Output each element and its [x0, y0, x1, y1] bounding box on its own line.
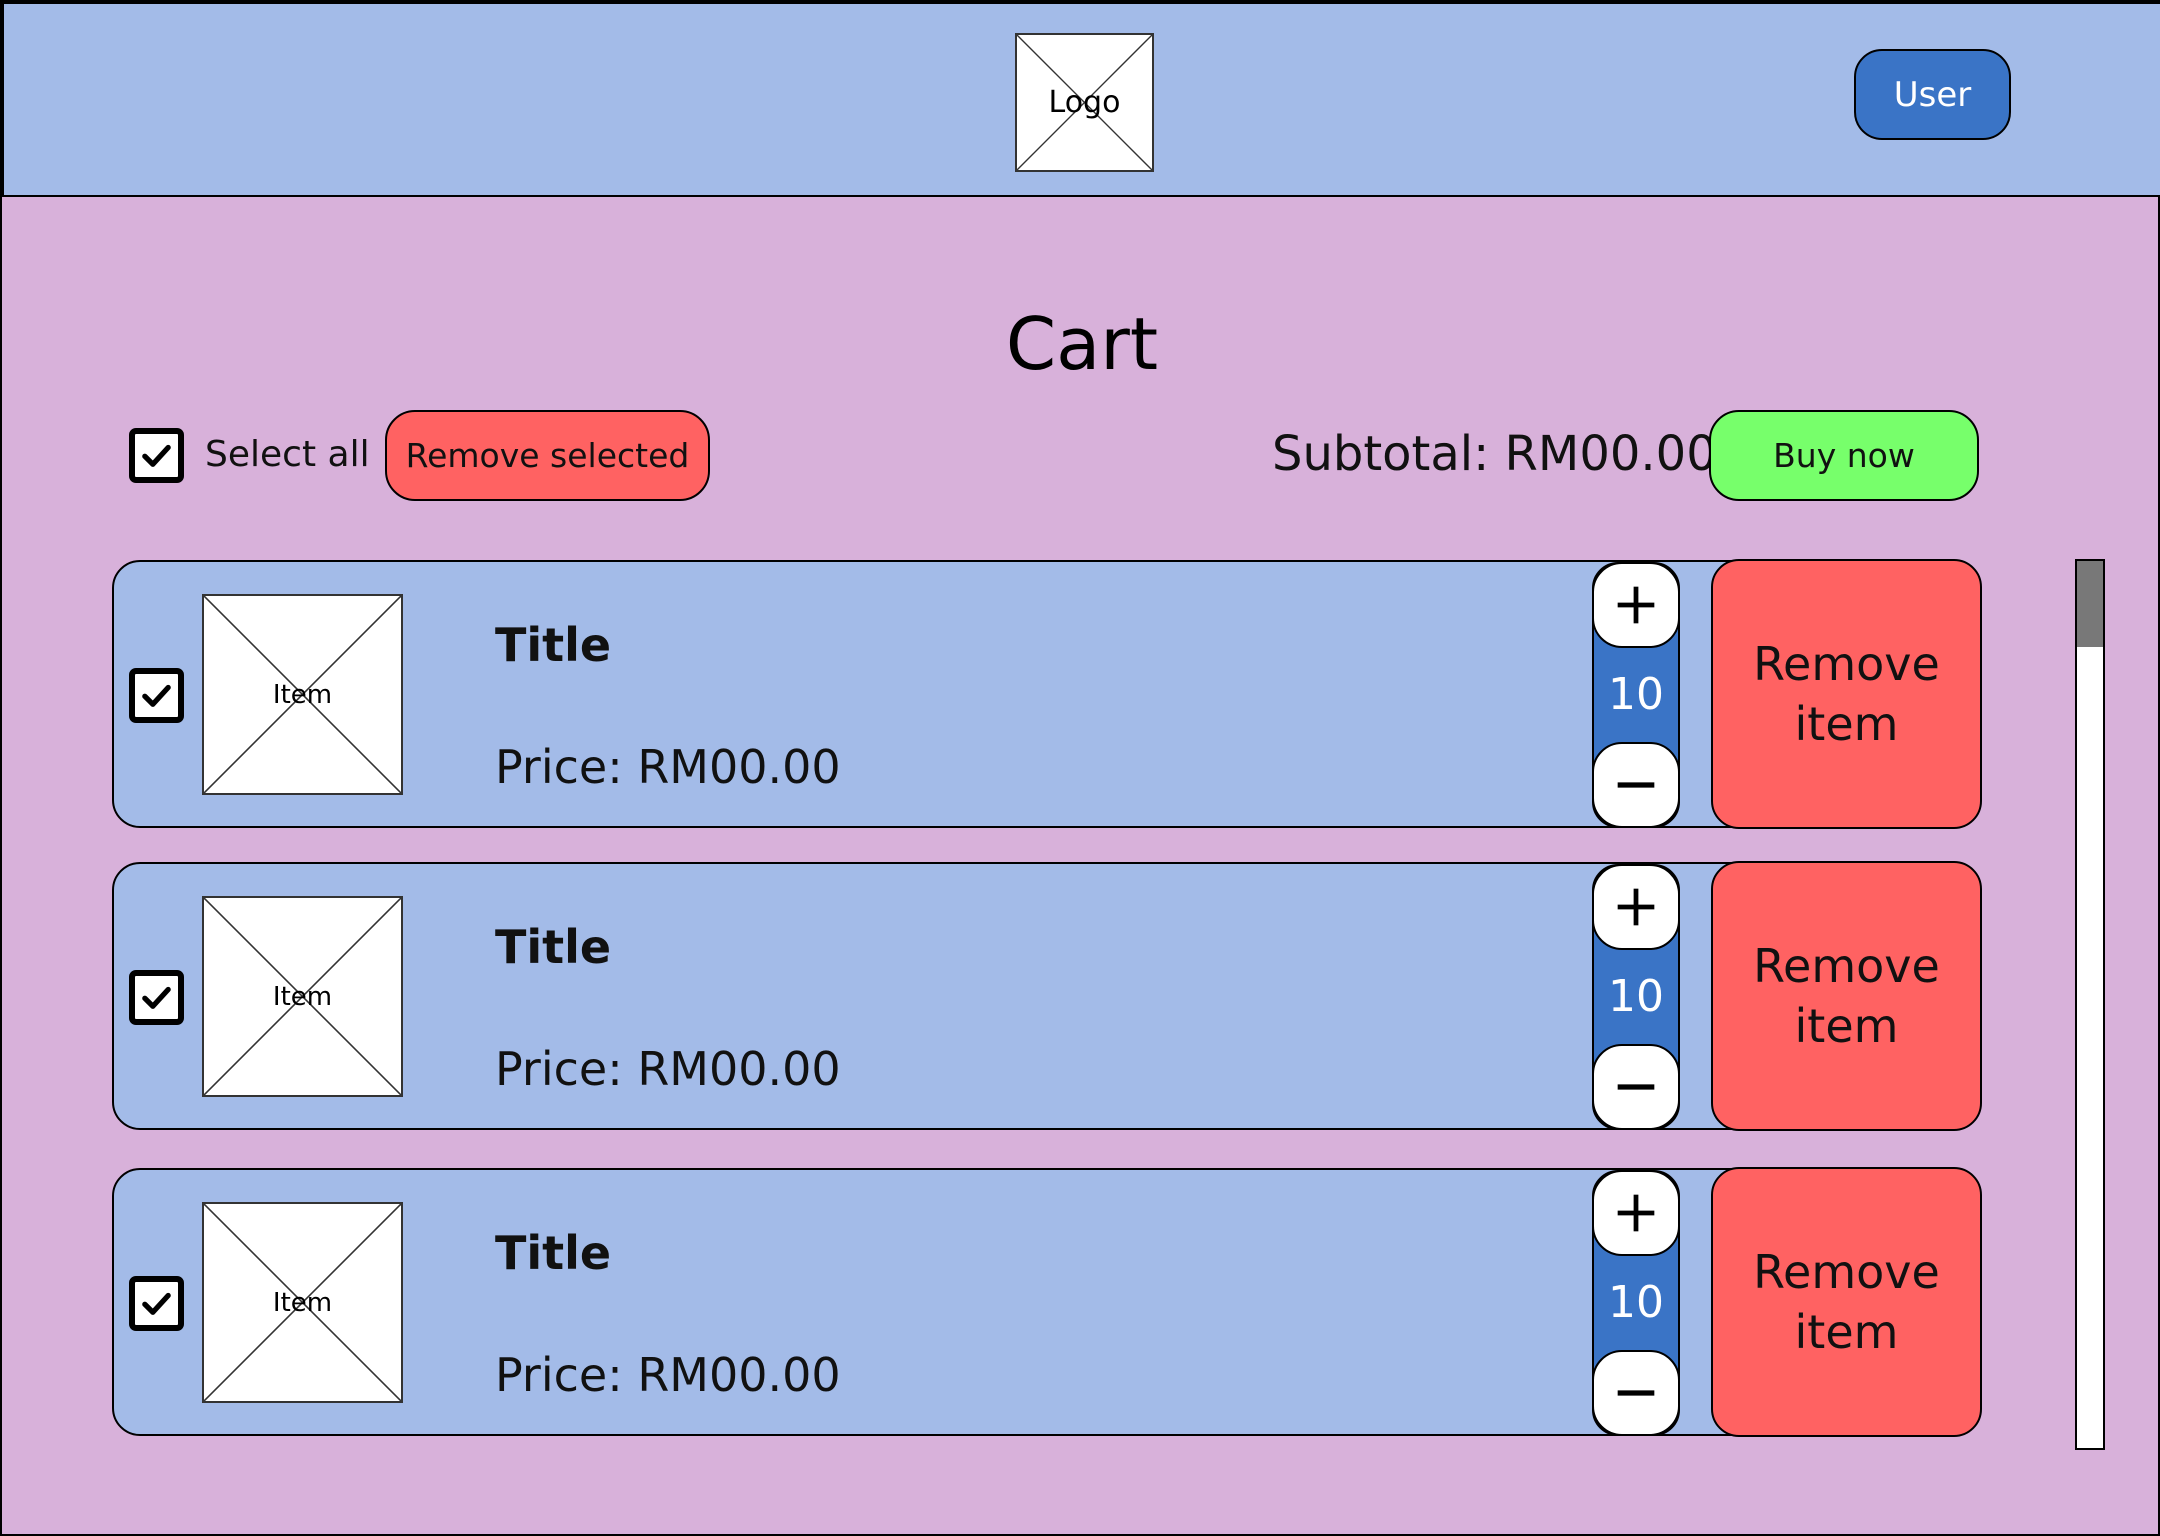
decrease-quantity-button[interactable]: [1592, 1350, 1680, 1436]
remove-item-button[interactable]: Remove item: [1711, 559, 1982, 829]
quantity-value[interactable]: 10: [1608, 1277, 1664, 1328]
image-placeholder-icon: [1017, 35, 1152, 170]
item-image: Item: [202, 896, 403, 1097]
minus-icon: [1617, 782, 1655, 788]
check-icon: [142, 444, 171, 467]
plus-icon: [1617, 888, 1655, 926]
quantity-stepper: 10: [1592, 864, 1680, 1130]
remove-item-button[interactable]: Remove item: [1711, 1167, 1982, 1437]
minus-icon: [1617, 1390, 1655, 1396]
check-icon: [142, 684, 171, 707]
logo[interactable]: Logo: [1015, 33, 1154, 172]
increase-quantity-button[interactable]: [1592, 1170, 1680, 1256]
buy-now-button[interactable]: Buy now: [1709, 410, 1979, 501]
check-icon: [142, 986, 171, 1009]
item-image-label: Item: [272, 1287, 333, 1318]
page-title: Cart: [1005, 302, 1159, 386]
select-all-checkbox[interactable]: [129, 428, 184, 483]
cart-item-row: Item Title Price: RM00.00 10 Remove item: [112, 1167, 1982, 1437]
cart-item-row: Item Title Price: RM00.00 10 Remove item: [112, 559, 1982, 829]
increase-quantity-button[interactable]: [1592, 864, 1680, 950]
quantity-stepper: 10: [1592, 1170, 1680, 1436]
plus-icon: [1617, 1194, 1655, 1232]
plus-icon: [1617, 586, 1655, 624]
remove-item-label: Remove item: [1753, 1245, 1940, 1359]
item-price: Price: RM00.00: [495, 1042, 841, 1096]
item-image: Item: [202, 1202, 403, 1403]
scrollbar-thumb[interactable]: [2077, 561, 2103, 647]
remove-item-label: Remove item: [1753, 939, 1940, 1053]
item-image-label: Item: [272, 981, 333, 1012]
subtotal-label: Subtotal:: [1272, 426, 1505, 482]
remove-item-button[interactable]: Remove item: [1711, 861, 1982, 1131]
item-checkbox[interactable]: [129, 668, 184, 723]
scrollbar-track[interactable]: [2075, 559, 2105, 1450]
quantity-value[interactable]: 10: [1608, 971, 1664, 1022]
image-placeholder-icon: [204, 1204, 401, 1401]
image-placeholder-icon: [204, 596, 401, 793]
quantity-value[interactable]: 10: [1608, 669, 1664, 720]
item-price: Price: RM00.00: [495, 740, 841, 794]
item-image: Item: [202, 594, 403, 795]
cart-item-row: Item Title Price: RM00.00 10 Remove item: [112, 861, 1982, 1131]
remove-item-label: Remove item: [1753, 637, 1940, 751]
increase-quantity-button[interactable]: [1592, 562, 1680, 648]
subtotal: Subtotal: RM00.00: [1272, 426, 1717, 482]
item-title: Title: [495, 618, 612, 672]
select-all-label: Select all: [205, 434, 370, 475]
decrease-quantity-button[interactable]: [1592, 1044, 1680, 1130]
logo-label: Logo: [1048, 85, 1121, 120]
item-checkbox[interactable]: [129, 970, 184, 1025]
check-icon: [142, 1292, 171, 1315]
header-bar: Logo User: [2, 2, 2160, 197]
image-placeholder-icon: [204, 898, 401, 1095]
user-button[interactable]: User: [1854, 49, 2011, 140]
item-price: Price: RM00.00: [495, 1348, 841, 1402]
item-title: Title: [495, 1226, 612, 1280]
minus-icon: [1617, 1084, 1655, 1090]
decrease-quantity-button[interactable]: [1592, 742, 1680, 828]
subtotal-value: RM00.00: [1504, 426, 1717, 482]
item-image-label: Item: [272, 679, 333, 710]
remove-selected-button[interactable]: Remove selected: [385, 410, 710, 501]
item-checkbox[interactable]: [129, 1276, 184, 1331]
item-title: Title: [495, 920, 612, 974]
quantity-stepper: 10: [1592, 562, 1680, 828]
